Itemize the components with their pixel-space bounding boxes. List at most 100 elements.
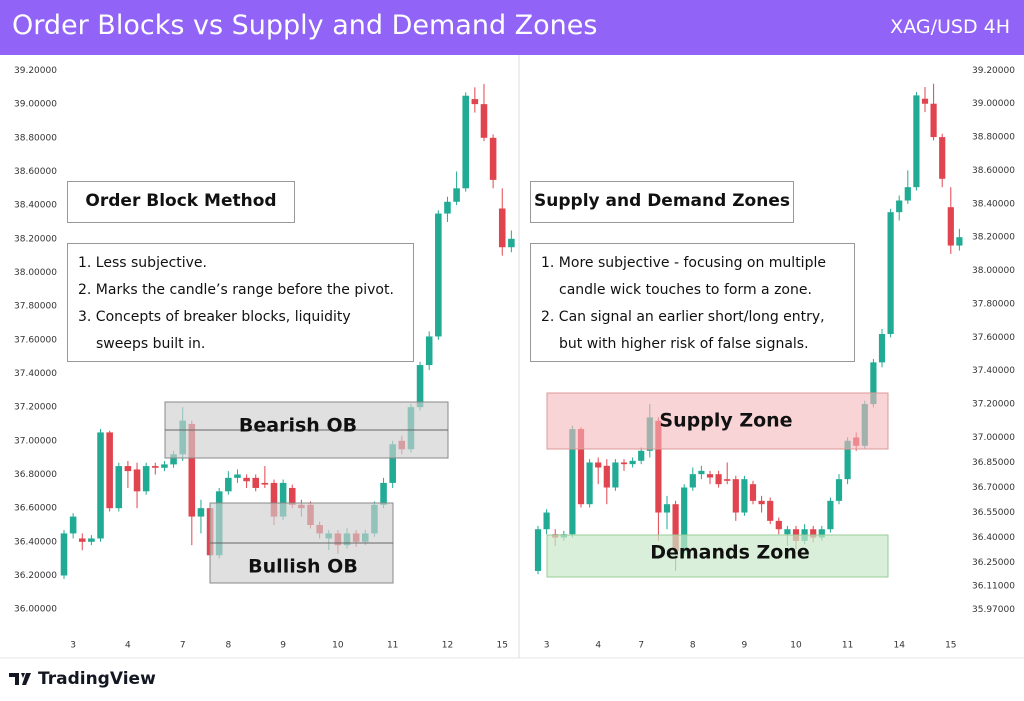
brand: TradingView — [38, 669, 156, 689]
y-tick-label: 37.20000 — [14, 403, 57, 413]
y-tick-label: 36.85000 — [972, 458, 1015, 468]
header: Order Blocks vs Supply and Demand Zones … — [0, 0, 1024, 55]
x-tick-label: 8 — [690, 641, 696, 651]
candle-body — [810, 529, 817, 538]
candle-body — [161, 464, 168, 468]
x-tick-label: 11 — [842, 641, 853, 651]
candle-body — [60, 533, 68, 576]
candle-body — [913, 95, 920, 188]
candle-body — [775, 520, 782, 530]
x-tick-label: 15 — [497, 641, 508, 651]
x-tick-label: 4 — [125, 641, 131, 651]
candle-body — [767, 500, 774, 521]
candle-body — [444, 201, 451, 214]
title: Order Blocks vs Supply and Demand Zones — [12, 10, 598, 41]
point: 3. Concepts of breaker blocks, liquidity… — [78, 309, 351, 352]
y-tick-label: 36.70000 — [972, 483, 1015, 493]
point: 2. Can signal an earlier short/long entr… — [541, 309, 825, 352]
candle-body — [835, 479, 843, 501]
candle-body — [569, 429, 576, 535]
candle-body — [758, 500, 765, 505]
x-tick-label: 10 — [332, 641, 344, 651]
zone-label: Bearish OB — [239, 415, 357, 437]
x-tick-label: 14 — [893, 641, 905, 651]
candle-body — [124, 466, 132, 472]
x-tick-label: 3 — [70, 641, 76, 651]
zone-label: Demands Zone — [650, 542, 810, 564]
candle-body — [655, 420, 662, 513]
x-tick-label: 9 — [280, 641, 286, 651]
y-tick-label: 36.55000 — [972, 508, 1015, 518]
x-tick-label: 3 — [544, 641, 550, 651]
candle-body — [595, 462, 602, 468]
y-tick-label: 39.20000 — [972, 66, 1015, 76]
y-tick-label: 39.00000 — [14, 100, 57, 110]
y-tick-label: 37.00000 — [14, 436, 57, 446]
logo-icon — [9, 673, 31, 685]
method-title: Supply and Demand Zones — [530, 181, 794, 223]
point: 2. Marks the candle’s range before the p… — [78, 282, 394, 298]
candle-body — [197, 508, 205, 517]
candle-body — [78, 538, 86, 542]
candle-body — [471, 99, 479, 105]
logo — [9, 673, 31, 685]
y-tick-label: 36.11000 — [972, 581, 1015, 591]
subtitle: XAG/USD 4H — [890, 16, 1010, 38]
candle-body — [629, 460, 636, 465]
y-tick-label: 36.40000 — [14, 537, 57, 547]
candle-body — [243, 477, 250, 482]
zone-label: Bullish OB — [248, 556, 358, 578]
candle-body — [818, 529, 825, 538]
candle-body — [425, 336, 433, 366]
supply-zone — [546, 392, 889, 450]
candle-body — [498, 208, 506, 248]
points-box: 1. Less subjective. 2. Marks the candle’… — [67, 243, 414, 362]
candle-body — [534, 529, 542, 571]
candle-body — [279, 482, 287, 517]
candle-body — [389, 444, 396, 483]
y-tick-label: 37.60000 — [14, 335, 57, 345]
candle-body — [947, 207, 954, 246]
candle-body — [939, 137, 946, 179]
candle-body — [543, 512, 550, 530]
y-tick-label: 37.60000 — [972, 333, 1015, 343]
candle-body — [689, 474, 696, 488]
candle-body — [261, 482, 269, 485]
x-tick-label: 8 — [225, 641, 231, 651]
demand-zone — [546, 534, 889, 578]
candle-body — [416, 365, 424, 408]
x-tick-label: 9 — [742, 641, 748, 651]
candle-body — [878, 333, 886, 363]
method-title: Order Block Method — [67, 181, 295, 223]
y-tick-label: 39.00000 — [972, 99, 1015, 109]
candle-body — [732, 479, 739, 513]
y-tick-label: 37.40000 — [972, 366, 1015, 376]
candle-body — [638, 450, 645, 461]
candle-body — [784, 529, 791, 535]
zone-label: Supply Zone — [659, 410, 792, 432]
candle-body — [741, 479, 748, 513]
candle-body — [97, 432, 104, 539]
candle-body — [921, 98, 929, 104]
y-tick-label: 36.40000 — [972, 533, 1015, 543]
candle-body — [508, 238, 515, 248]
y-tick-label: 37.80000 — [972, 299, 1015, 309]
y-tick-label: 37.00000 — [972, 433, 1015, 443]
candle-body — [69, 516, 77, 534]
x-tick-label: 10 — [790, 641, 802, 651]
candle-body — [612, 462, 619, 488]
y-tick-label: 38.00000 — [972, 266, 1015, 276]
candle-body — [133, 469, 141, 492]
x-tick-label: 7 — [638, 641, 644, 651]
candle-body — [706, 474, 714, 478]
candle-body — [489, 137, 497, 180]
y-tick-label: 38.60000 — [14, 167, 57, 177]
candle-body — [188, 423, 196, 517]
y-tick-label: 38.40000 — [14, 201, 57, 211]
y-tick-label: 35.97000 — [972, 605, 1015, 615]
y-tick-label: 38.80000 — [14, 133, 57, 143]
candle-body — [715, 474, 722, 485]
zones: Bearish OB Bullish OB Supply Zone Demand… — [164, 392, 889, 584]
candle-body — [663, 504, 671, 513]
